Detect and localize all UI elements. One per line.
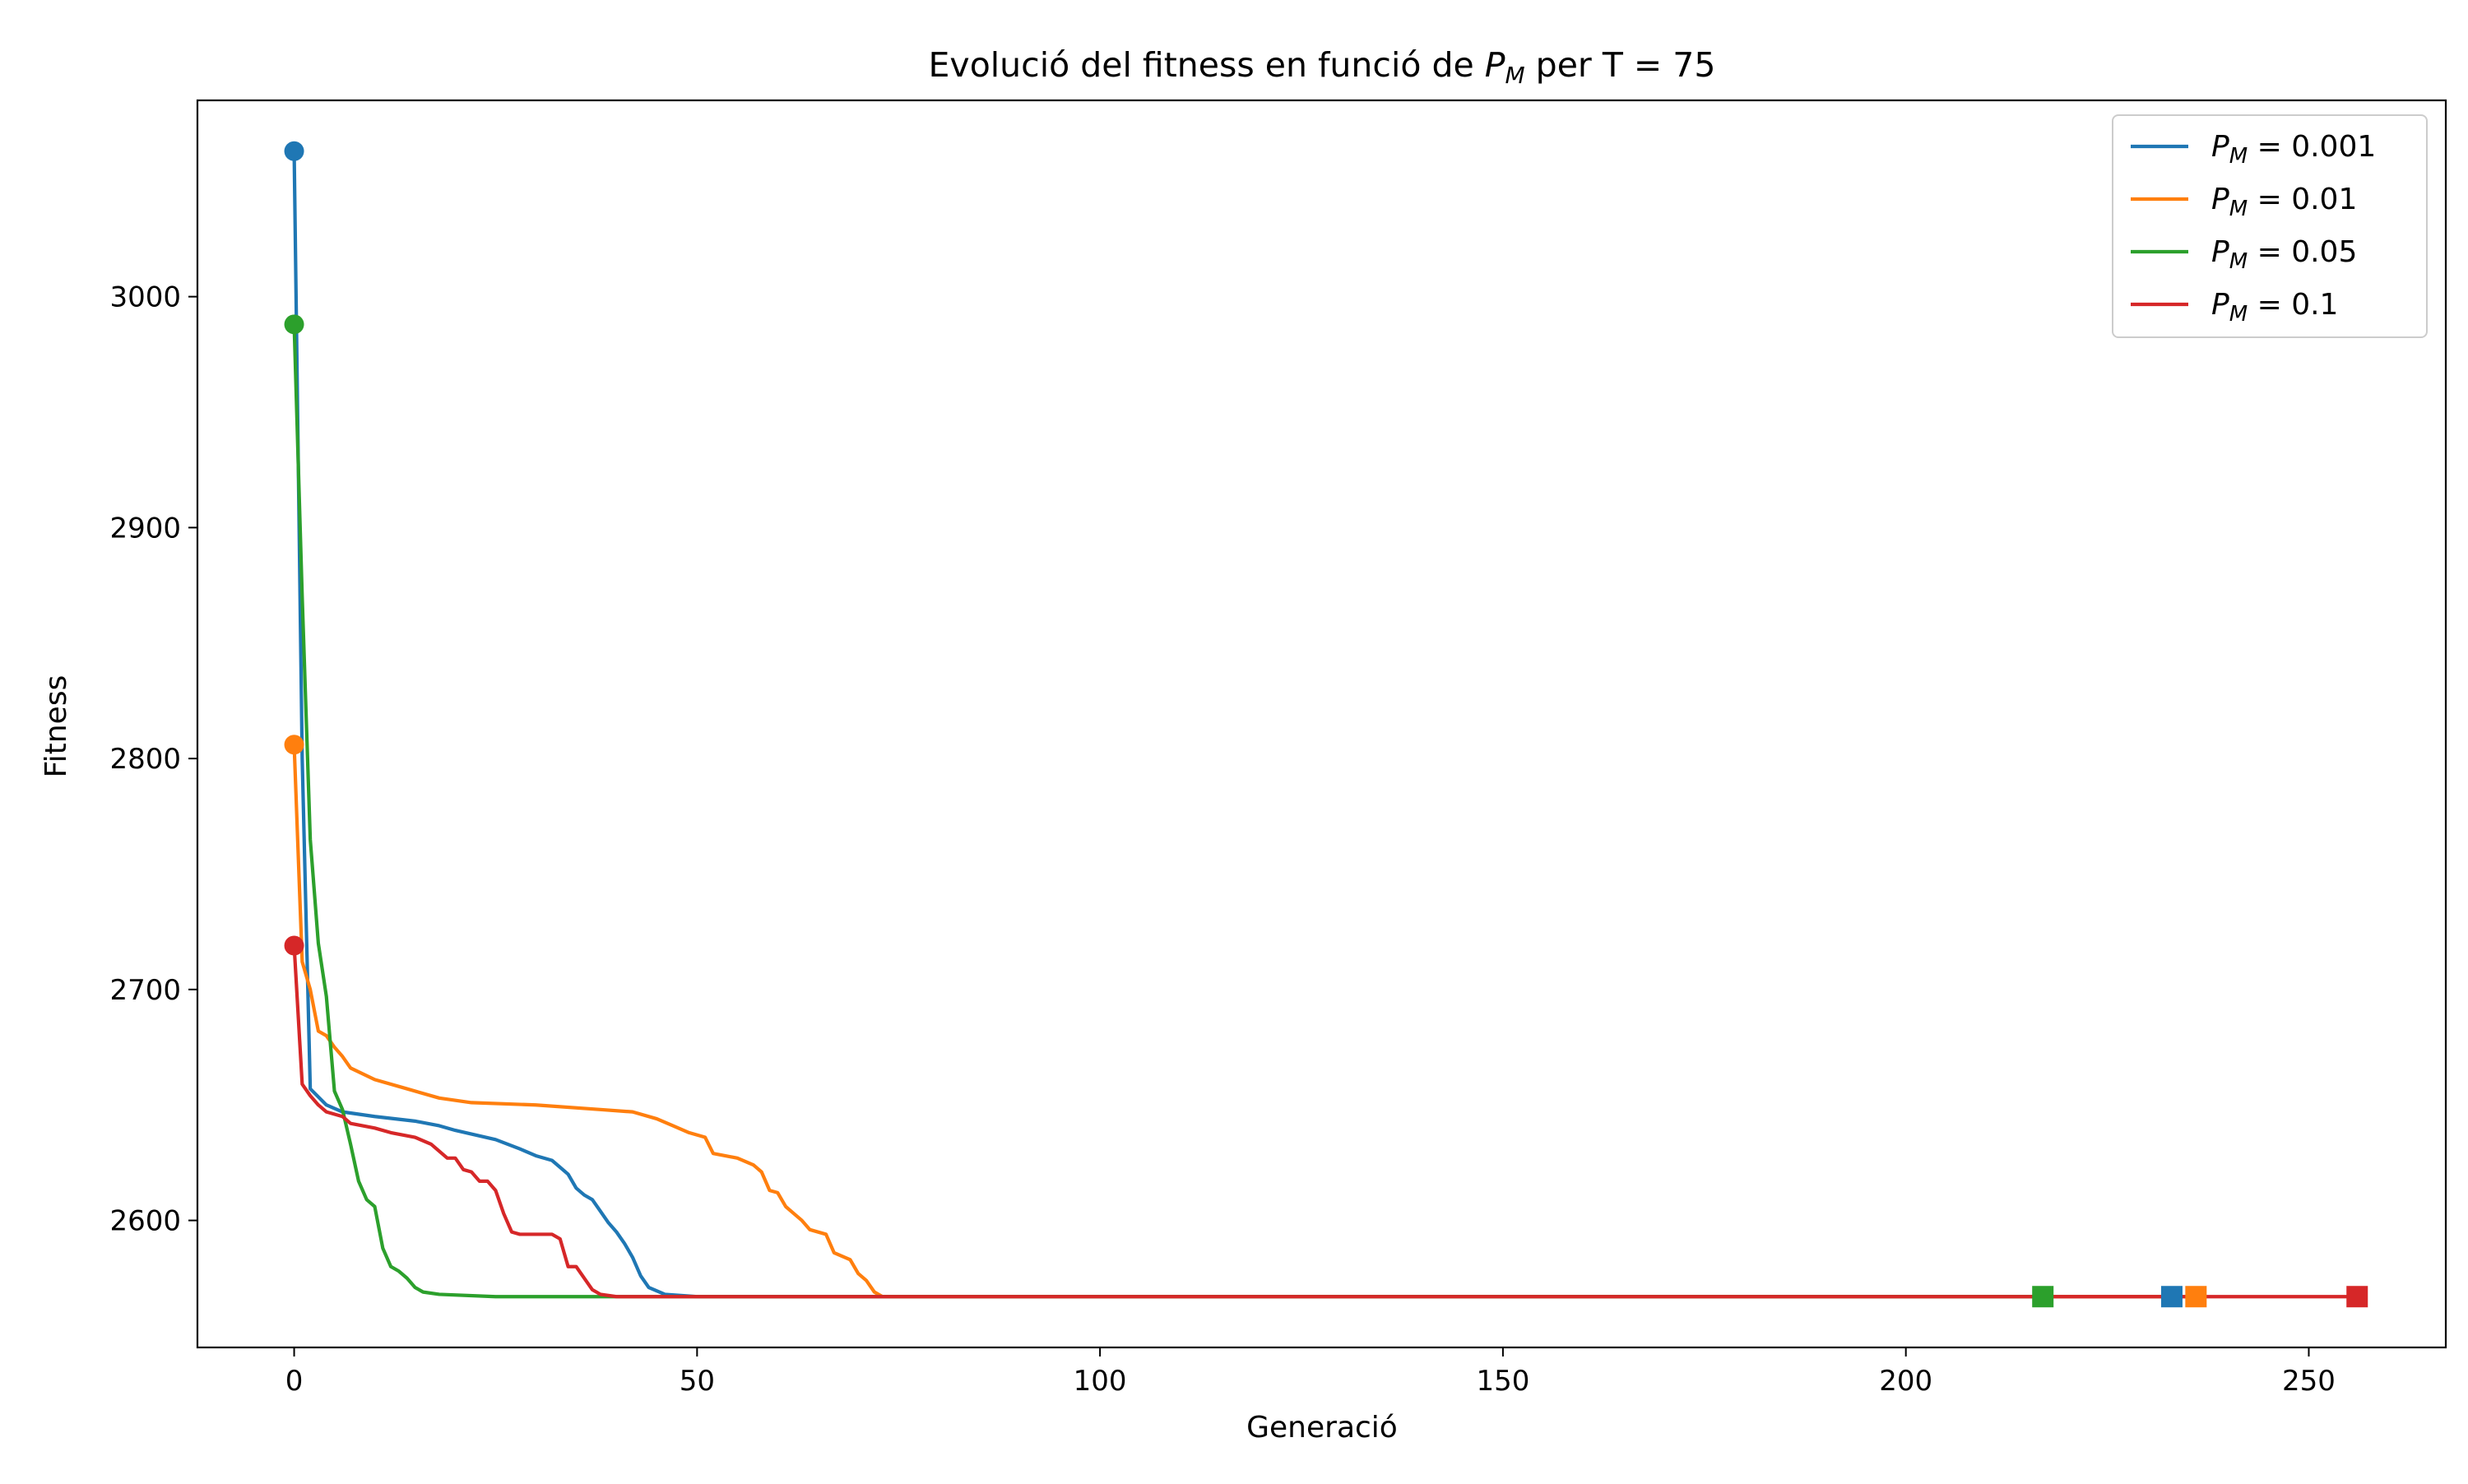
- legend-label-0.05: PM = 0.05: [2211, 235, 2357, 274]
- x-tick-label: 250: [2282, 1365, 2336, 1398]
- legend-label-0.001: PM = 0.001: [2211, 130, 2376, 169]
- x-axis-label: Generació: [1246, 1411, 1398, 1445]
- axes-frame: [196, 99, 2447, 1349]
- chart-title: Evolució del fitness en funció de PM per…: [929, 45, 1716, 89]
- chart-title-symbol: P: [1485, 45, 1505, 85]
- legend-label-0.1: PM = 0.1: [2211, 288, 2338, 327]
- end-marker-0.1: [2346, 1286, 2368, 1308]
- end-marker-0.001: [2160, 1286, 2183, 1308]
- legend: PM = 0.001 PM = 0.01 PM = 0.05 PM = 0.1: [2112, 114, 2428, 338]
- series-group: [292, 149, 2359, 1299]
- chart-title-subscript: M: [1505, 62, 1524, 89]
- plot-area: [284, 141, 2368, 1308]
- y-tick-label: 2800: [109, 743, 181, 776]
- series-line-0.05: [292, 322, 2045, 1299]
- series-line-0.01: [292, 743, 2198, 1299]
- y-tick-label: 2600: [109, 1205, 181, 1238]
- y-axis-label: Fitness: [39, 675, 73, 778]
- y-tick-label: 2700: [109, 974, 181, 1007]
- start-marker-0.01: [284, 735, 304, 755]
- x-tick-label: 200: [1879, 1365, 1932, 1398]
- start-marker-0.05: [284, 314, 304, 335]
- legend-box: [2112, 114, 2428, 338]
- axes: 0 50 100 150 200 250 2600 2700 2800 2900 3000: [109, 99, 2447, 1398]
- x-tick-label: 0: [285, 1365, 304, 1398]
- x-tick-label: 150: [1476, 1365, 1529, 1398]
- series-line-0.1: [292, 944, 2359, 1299]
- x-tick-label: 100: [1074, 1365, 1127, 1398]
- start-marker-0.001: [284, 141, 304, 161]
- end-marker-0.01: [2185, 1286, 2207, 1308]
- series-line-0.001: [292, 149, 2174, 1299]
- end-marker-0.05: [2032, 1286, 2054, 1308]
- y-tick-label: 3000: [109, 281, 181, 314]
- start-marker-0.1: [284, 935, 304, 956]
- x-tick-label: 50: [680, 1365, 715, 1398]
- legend-label-0.01: PM = 0.01: [2211, 183, 2357, 221]
- y-tick-label: 2900: [109, 512, 181, 545]
